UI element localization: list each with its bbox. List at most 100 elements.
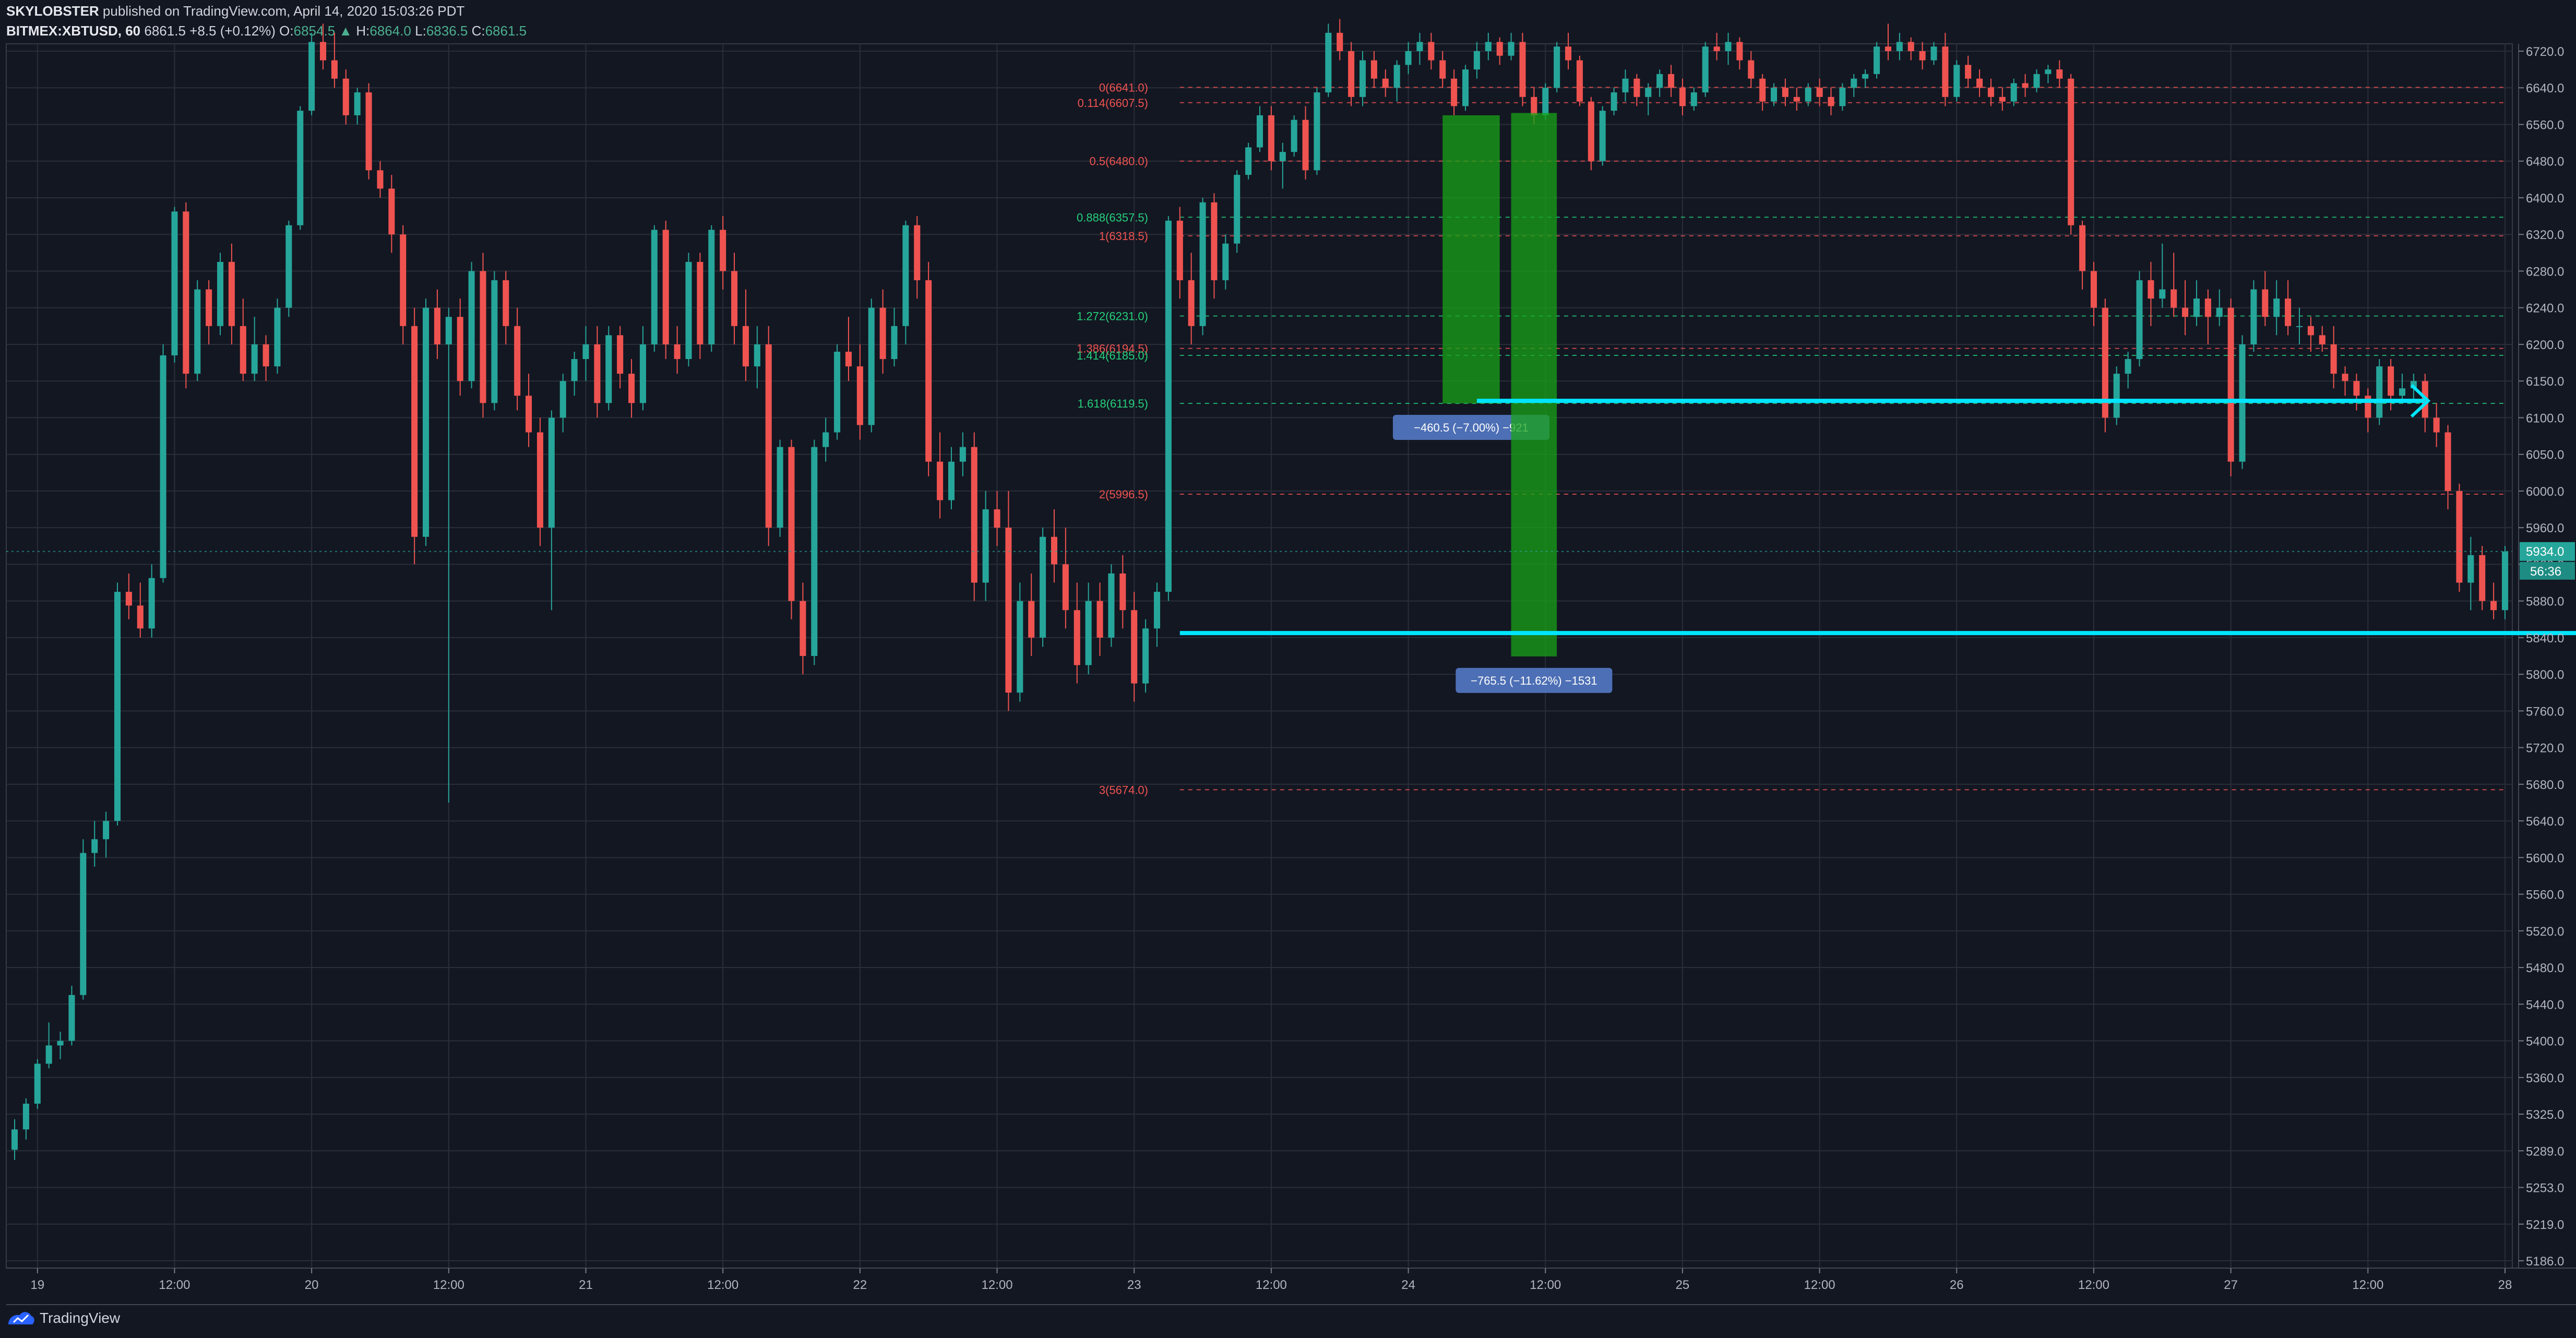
candle-body [811,447,818,656]
time-axis[interactable]: 19 12:00 20 12:00 21 12:00 22 12:00 23 12:00 24 12:… [30,1268,2576,1292]
low-label: L: [415,23,426,39]
time-tick-label: 12:00 [707,1278,738,1292]
candle-body [1542,88,1549,115]
fib-level-label: 1.618(6119.5) [1078,397,1148,410]
range-label-text: −765.5 (−11.62%) −1531 [1471,674,1597,687]
price-axis[interactable]: 6720.0 6640.0 6560.0 6480.0 6400.0 6320.0 6280… [6,45,2575,1269]
candle-body [2010,83,2017,102]
candle-body [674,344,681,360]
candle-body [11,1129,18,1150]
author-name[interactable]: SKYLOBSTER [6,3,99,19]
candle-body [1473,51,1480,70]
candle-body [423,307,430,537]
price-tick-label: 6720.0 [2526,45,2564,59]
price-change: +8.5 (+0.12%) [189,23,276,39]
price-tick-label: 5219.0 [2526,1218,2564,1232]
fib-level-label: 1.414(6185.0) [1077,349,1148,362]
candle-body [160,355,166,578]
fib-level-label: 0.114(6607.5) [1078,97,1148,110]
candle-body [2170,289,2177,308]
candle-body [1359,60,1366,97]
candle-body [2159,289,2166,299]
candle-body [320,42,327,61]
candle-body [1337,32,1343,51]
candles[interactable] [11,19,2509,1160]
price-tick-label: 5253.0 [2526,1181,2564,1196]
price-tick-label: 6400.0 [2526,192,2564,206]
candle-body [1531,97,1537,115]
candle-body [1131,610,1138,684]
candle-body [1839,88,1846,106]
candle-body [971,447,977,583]
candle-body [1165,220,1172,592]
candle-body [206,289,212,326]
countdown-text: 56:36 [2530,565,2561,579]
candle-body [1965,65,1972,79]
candle-body [263,344,269,367]
candle-body [1851,78,1857,88]
price-tick-label: 5360.0 [2526,1071,2564,1085]
price-tick-label: 5186.0 [2526,1255,2564,1269]
candle-body [1508,42,1514,56]
candle-body [1793,97,1800,102]
candle-body [948,461,955,500]
fibonacci-levels[interactable]: 0(6641.0) 0.114(6607.5) 0.5(6480.0) 0.888(6… [1077,81,2505,796]
candle-body [1611,92,1617,111]
time-tick-label: 12:00 [159,1278,190,1292]
candle-body [1256,115,1263,148]
candle-body [1668,74,1675,88]
candle-body [1874,46,1880,74]
candle-body [1679,88,1686,106]
candle-body [1862,74,1869,79]
candle-body [1771,88,1778,102]
candle-body [1062,564,1069,611]
candle-body [617,335,624,374]
time-tick-label: 12:00 [2078,1278,2109,1292]
candle-body [2262,289,2269,317]
candle-body [2296,326,2303,327]
candle-body [2330,344,2337,374]
price-tick-label: 5289.0 [2526,1144,2564,1158]
candle-body [559,381,566,418]
candle-body [1451,78,1458,106]
candle-body [2388,366,2394,396]
price-range-measurements[interactable]: −460.5 (−7.00%) −921 −765.5 (−11.62%) −15… [1392,113,1613,693]
time-tick-label: 25 [1676,1278,1690,1292]
candle-body [2467,555,2474,583]
time-tick-label: 12:00 [1256,1278,1287,1292]
candle-body [354,92,361,115]
symbol-line: BITMEX:XBTUSD, 60 6861.5 +8.5 (+0.12%) O… [6,23,527,39]
symbol-label[interactable]: BITMEX:XBTUSD, 60 [6,23,141,39]
tradingview-brand[interactable]: TradingView [6,1307,120,1330]
candle-body [571,359,578,381]
low-value: 6836.5 [426,23,468,39]
candle-body [308,42,315,111]
candle-body [731,271,738,326]
candle-body [1999,97,2006,102]
candle-body [103,821,110,840]
candle-body [2045,69,2052,74]
price-tick-label: 5400.0 [2526,1035,2564,1049]
candle-body [720,230,726,271]
candle-body [228,261,235,326]
price-tick-label: 5600.0 [2526,851,2564,865]
candle-body [2239,344,2246,462]
chart-header: SKYLOBSTER published on TradingView.com,… [0,0,2576,44]
candle-body [194,289,201,374]
candle-body [2490,601,2497,611]
price-tick-label: 6320.0 [2526,228,2564,242]
candle-body [434,307,440,344]
candle-body [1370,60,1377,79]
candle-body [2342,374,2348,381]
candle-body [2250,289,2257,344]
candle-body [2125,359,2131,374]
arrow-drawings[interactable] [1179,384,2576,649]
candle-body [365,92,372,171]
candle-body [1759,78,1766,102]
range-label-text: −460.5 (−7.00%) −921 [1414,421,1529,434]
price-tick-label: 6000.0 [2526,485,2564,499]
candle-body [1119,573,1126,611]
candle-body [754,344,760,367]
price-tick-label: 5480.0 [2526,961,2564,975]
